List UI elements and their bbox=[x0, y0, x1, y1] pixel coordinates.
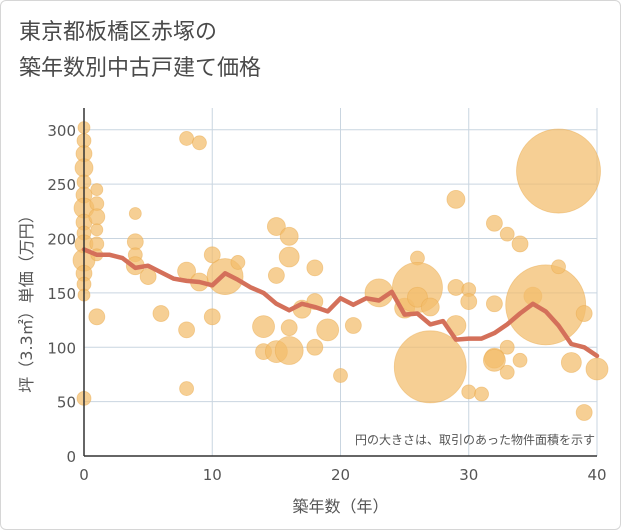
bubble-point-41 bbox=[267, 267, 285, 284]
bubble-point-69 bbox=[485, 295, 503, 313]
x-tick-label-1: 10 bbox=[203, 466, 222, 484]
bubble-point-27 bbox=[152, 305, 170, 322]
bubble-point-75 bbox=[511, 235, 529, 253]
bubble-point-82 bbox=[575, 404, 593, 421]
bubble-point-34 bbox=[203, 246, 221, 264]
bubble-point-29 bbox=[192, 135, 207, 151]
bubble-point-26 bbox=[139, 268, 157, 285]
bubble-point-40 bbox=[266, 217, 286, 236]
bubble-point-52 bbox=[333, 368, 348, 383]
bubble-point-43 bbox=[279, 226, 299, 246]
y-tick-label-2: 100 bbox=[47, 339, 76, 357]
y-tick-label-5: 250 bbox=[47, 176, 76, 194]
trend-line-series bbox=[81, 247, 600, 359]
bubble-point-32 bbox=[179, 381, 195, 396]
bubble-point-18 bbox=[90, 223, 104, 237]
grid-lines bbox=[84, 108, 598, 456]
bubble-point-65 bbox=[460, 293, 478, 310]
bubble-point-51 bbox=[316, 318, 340, 342]
bubble-point-35 bbox=[203, 308, 221, 326]
y-tick-label-6: 300 bbox=[47, 122, 76, 140]
bubble-point-15 bbox=[90, 183, 104, 196]
bubble-point-72 bbox=[499, 226, 515, 242]
trend-line bbox=[81, 247, 600, 359]
size-annotation: 円の大きさは、取引のあった物件面積を示す bbox=[355, 432, 595, 447]
bubble-point-53 bbox=[344, 317, 362, 334]
bubble-point-60 bbox=[393, 330, 467, 404]
bubble-point-44 bbox=[278, 246, 300, 268]
chart-title: 東京都板橋区赤塚の 築年数別中古戸建て価格 bbox=[19, 15, 261, 87]
x-tick-label-0: 0 bbox=[79, 466, 89, 484]
chart-title-line-2: 築年数別中古戸建て価格 bbox=[19, 56, 262, 81]
axes bbox=[83, 108, 597, 457]
x-axis-title: 築年数（年） bbox=[292, 497, 388, 516]
y-tick-label-3: 150 bbox=[47, 285, 76, 303]
x-tick-label-3: 30 bbox=[459, 466, 478, 484]
bubble-point-78 bbox=[505, 264, 587, 346]
bubble-point-73 bbox=[499, 339, 515, 355]
bubble-point-28 bbox=[179, 131, 195, 146]
bubble-point-71 bbox=[482, 348, 506, 372]
bubble-point-67 bbox=[474, 386, 489, 402]
bubble-point-45 bbox=[280, 319, 298, 337]
bubble-point-48 bbox=[306, 259, 324, 277]
y-tick-label-4: 200 bbox=[47, 231, 76, 249]
bubble-point-74 bbox=[499, 364, 515, 380]
bubble-point-59 bbox=[420, 297, 440, 317]
bubble-point-68 bbox=[485, 214, 503, 232]
bubble-point-50 bbox=[306, 338, 324, 356]
y-axis-title: 坪（3.3㎡）単価（万円） bbox=[17, 207, 36, 392]
bubble-point-66 bbox=[461, 384, 477, 400]
bubble-point-84 bbox=[585, 357, 609, 381]
bubble-point-62 bbox=[447, 279, 465, 296]
y-tick-label-1: 50 bbox=[57, 394, 76, 412]
bubble-point-23 bbox=[126, 233, 144, 251]
y-tick-label-0: 0 bbox=[66, 448, 76, 466]
bubble-point-21 bbox=[88, 308, 106, 326]
x-tick-label-4: 40 bbox=[587, 466, 606, 484]
bubble-point-79 bbox=[516, 128, 601, 214]
bubble-point-38 bbox=[252, 315, 275, 338]
bubble-point-83 bbox=[575, 305, 593, 322]
bubble-point-81 bbox=[560, 352, 582, 373]
bubble-point-22 bbox=[128, 207, 142, 220]
bubble-point-37 bbox=[230, 255, 246, 270]
bubble-point-17 bbox=[88, 208, 106, 226]
bubble-point-31 bbox=[178, 321, 196, 339]
bubble-point-76 bbox=[512, 352, 528, 368]
chart-title-line-1: 東京都板橋区赤塚の bbox=[19, 20, 218, 45]
tick-labels: 0 50 100 150 200 250 300 0 10 20 30 40 bbox=[47, 122, 606, 484]
bubble-point-46 bbox=[274, 336, 304, 365]
bubble-point-61 bbox=[446, 189, 466, 209]
bubble-point-80 bbox=[551, 259, 566, 275]
x-tick-label-2: 20 bbox=[331, 466, 350, 484]
